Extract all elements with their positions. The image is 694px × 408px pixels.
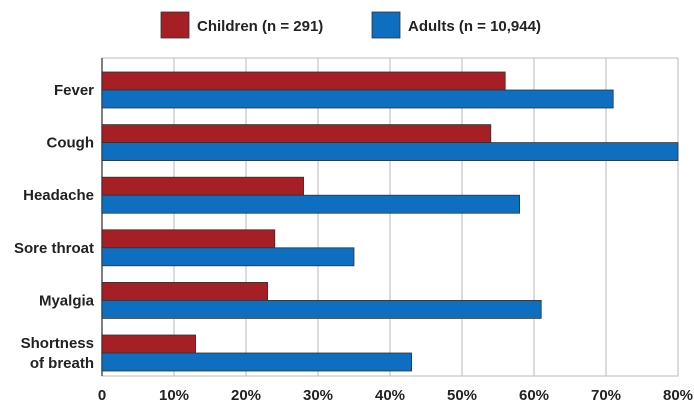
x-tick-label: 40% — [375, 387, 405, 404]
bar-children — [101, 124, 492, 143]
legend-swatch — [371, 11, 401, 39]
category-label: Headache — [23, 187, 94, 204]
bar-children — [101, 229, 276, 249]
category-labels: Fever Cough Headache Sore throat Myalgia Shor… — [14, 82, 95, 372]
bar-adults — [101, 352, 413, 372]
x-tick-label: 80% — [663, 387, 693, 404]
x-axis-ticks: 0 10% 20% 30% 40% 50% 60% 70% 80% — [98, 387, 693, 404]
bar-children — [101, 176, 305, 196]
x-tick-label: 30% — [303, 387, 333, 404]
plot-area — [101, 57, 679, 377]
legend-label: Children (n = 291) — [197, 18, 323, 35]
x-tick-label: 20% — [231, 387, 261, 404]
legend: Children (n = 291) Adults (n = 10,944) — [160, 11, 541, 39]
x-tick-label: 50% — [447, 387, 477, 404]
category-label: Fever — [54, 82, 94, 99]
bars — [101, 71, 679, 372]
category-label: Cough — [47, 135, 94, 152]
x-tick-label: 70% — [591, 387, 621, 404]
bar-children — [101, 334, 196, 354]
bar-adults — [101, 194, 521, 214]
bar-children — [101, 71, 506, 91]
bar-adults — [101, 247, 355, 267]
x-tick-label: 60% — [519, 387, 549, 404]
bar-adults — [101, 299, 542, 319]
category-label: Shortness of breath — [21, 335, 94, 372]
bar-adults — [101, 89, 614, 109]
legend-label: Adults (n = 10,944) — [408, 18, 541, 35]
x-tick-label: 0 — [98, 387, 106, 404]
bar-children — [101, 281, 269, 301]
category-label: Sore throat — [14, 240, 94, 257]
bar-adults — [101, 142, 679, 162]
legend-swatch — [160, 11, 190, 39]
category-label: Myalgia — [39, 292, 95, 309]
x-tick-label: 10% — [159, 387, 189, 404]
